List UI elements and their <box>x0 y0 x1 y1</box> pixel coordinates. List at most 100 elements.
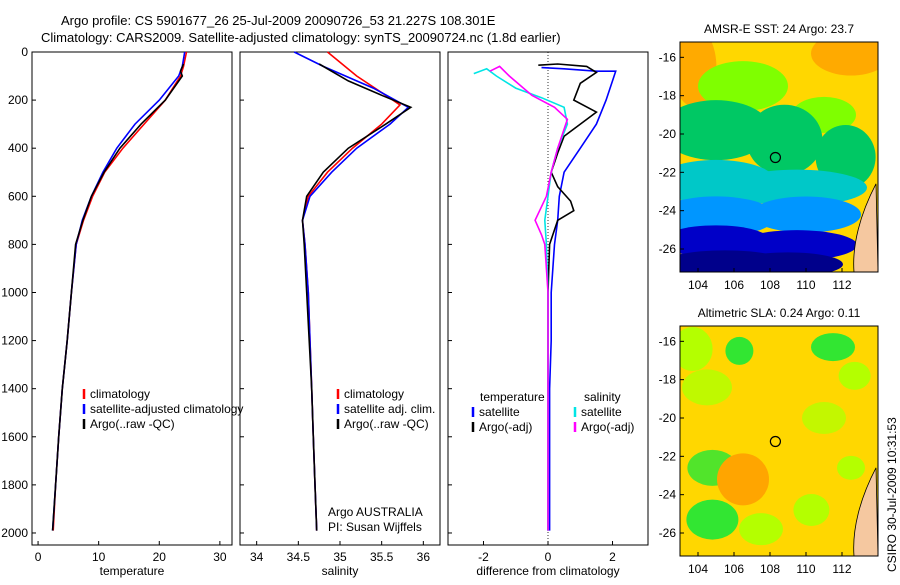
legend-item: satellite adj. clim. <box>344 402 435 416</box>
legend-item: satellite <box>581 405 622 419</box>
y-tick-label: -26 <box>659 242 677 256</box>
salinity-panel: 34 34.5 35 35.5 36 salinity climatologysatelli… <box>239 51 441 578</box>
x-tick-label: 108 <box>760 278 780 292</box>
map-frame <box>679 41 879 273</box>
y-tick-label: -18 <box>659 373 677 387</box>
map-frame <box>679 325 879 557</box>
map-color-patch <box>727 169 867 206</box>
legend-item: Argo(..raw -QC) <box>344 417 429 431</box>
y-tick-label: -18 <box>659 89 677 103</box>
x-tick-label: 104 <box>688 562 708 576</box>
map-color-patch <box>733 252 843 272</box>
y-tick-label: 200 <box>8 93 28 107</box>
argo-location-marker <box>769 151 782 164</box>
x-tick-label: 0 <box>545 550 552 564</box>
y-tick-label: -22 <box>659 165 677 179</box>
map-color-patch <box>838 361 871 390</box>
map-field <box>680 42 878 272</box>
y-tick-label: 2000 <box>1 526 28 540</box>
x-tick-label: 108 <box>760 562 780 576</box>
series-line-magenta <box>489 65 569 531</box>
x-tick-label: 112 <box>832 278 851 292</box>
legend-item: Argo(-adj) <box>581 420 634 434</box>
y-tick-label: 1800 <box>1 478 28 492</box>
x-tick-label: 35 <box>333 550 347 564</box>
series-line-black <box>538 63 598 531</box>
map-color-patch <box>811 333 855 362</box>
y-tick-label: 0 <box>21 45 28 59</box>
annotation-line: Argo AUSTRALIA <box>328 505 423 519</box>
map-color-patch <box>686 499 739 540</box>
map-color-patch <box>682 369 732 406</box>
map-title: Altimetric SLA: 0.24 Argo: 0.11 <box>698 306 861 320</box>
map-color-patch <box>717 453 769 506</box>
map-color-patch <box>811 42 878 76</box>
legend-title: temperature <box>480 390 545 404</box>
x-tick-label: 34 <box>250 550 264 564</box>
x-tick-label: 0 <box>35 550 42 564</box>
x-tick-label: 10 <box>92 550 106 564</box>
map-color-patch <box>737 230 857 261</box>
y-tick-label: -22 <box>659 449 677 463</box>
y-tick-label: 400 <box>8 141 28 155</box>
series-line-red <box>52 51 188 531</box>
x-tick-label: 20 <box>153 550 167 564</box>
y-tick-label: -26 <box>659 526 677 540</box>
legend-title: salinity <box>584 390 621 404</box>
y-tick-label: 800 <box>8 237 28 251</box>
annotation-line: PI: Susan Wijffels <box>328 520 422 534</box>
y-tick-label: 600 <box>8 189 28 203</box>
map-color-patch <box>698 61 788 112</box>
map-color-patch <box>739 513 783 546</box>
series-line-cyan <box>473 67 569 531</box>
map-title: AMSR-E SST: 24 Argo: 23.7 <box>704 22 854 36</box>
legend-item: satellite-adjusted climatology <box>90 402 243 416</box>
x-tick-label: 35.5 <box>370 550 394 564</box>
series-line-black <box>51 63 185 531</box>
series-line-blue <box>51 51 186 531</box>
y-tick-label: -16 <box>659 334 677 348</box>
legend-item: climatology <box>90 387 150 401</box>
map-color-patch <box>837 455 865 480</box>
x-tick-label: 36 <box>417 550 431 564</box>
map-color-patch <box>725 336 754 365</box>
series-line-black <box>301 63 413 531</box>
y-tick-label: 1200 <box>1 334 28 348</box>
series-line-blue <box>541 66 617 531</box>
y-tick-label: 1600 <box>1 430 28 444</box>
argo-location-marker <box>769 435 782 448</box>
legend-item: climatology <box>344 387 404 401</box>
y-tick-label: -24 <box>659 204 677 218</box>
plot-frame <box>31 51 233 546</box>
x-tick-label: -2 <box>478 550 489 564</box>
x-tick-label: 2 <box>609 550 616 564</box>
sst-map-panel: AMSR-E SST: 24 Argo: 23.7 104 106 108 110 112… <box>659 22 879 292</box>
legend-item: satellite <box>479 405 520 419</box>
x-tick-label: 104 <box>688 278 708 292</box>
map-color-patch <box>793 494 830 526</box>
x-axis-label: salinity <box>322 564 359 578</box>
y-tick-label: -20 <box>659 411 677 425</box>
map-color-patch <box>802 402 846 434</box>
y-tick-label: 1400 <box>1 382 28 396</box>
x-tick-label: 110 <box>796 562 815 576</box>
plot-frame <box>239 51 441 546</box>
y-tick-label: -20 <box>659 127 677 141</box>
y-tick-label: -16 <box>659 50 677 64</box>
x-tick-label: 112 <box>832 562 851 576</box>
figure-title-line1: Argo profile: CS 5901677_26 25-Jul-2009 … <box>61 13 496 28</box>
x-tick-label: 34.5 <box>287 550 311 564</box>
x-tick-label: 30 <box>213 550 227 564</box>
series-line-blue <box>293 51 410 531</box>
side-credit: CSIRO 30-Jul-2009 10:31:53 <box>885 417 899 572</box>
legend-item: Argo(..raw -QC) <box>90 417 175 431</box>
map-color-patch <box>746 104 823 175</box>
x-tick-label: 110 <box>796 278 815 292</box>
x-axis-label: temperature <box>100 564 165 578</box>
y-tick-label: -24 <box>659 488 677 502</box>
x-tick-label: 106 <box>724 278 744 292</box>
y-tick-label: 1000 <box>1 285 28 299</box>
sla-map-panel: Altimetric SLA: 0.24 Argo: 0.11 104 106 108… <box>659 306 879 576</box>
